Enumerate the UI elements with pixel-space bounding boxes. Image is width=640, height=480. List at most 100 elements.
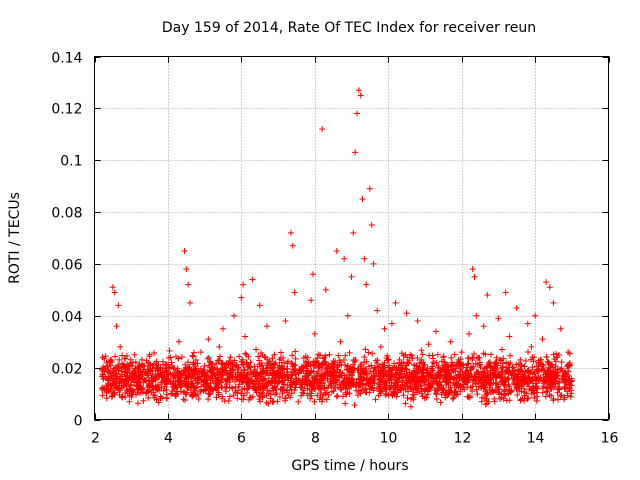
data-point [529,374,536,381]
data-point [554,389,561,396]
data-point [334,381,341,388]
data-point [355,87,362,94]
data-point [416,364,423,371]
data-point [123,376,130,383]
data-point [502,391,509,398]
data-point [318,360,325,367]
data-point [216,353,223,360]
data-point [465,355,472,362]
data-point [342,400,349,407]
data-point [271,361,278,368]
data-point [157,393,164,400]
data-point [352,149,359,156]
y-tick-label: 0.1 [60,154,82,170]
data-point [513,305,520,312]
data-point [308,369,315,376]
data-point [222,388,229,395]
data-point [107,385,114,392]
data-point [245,385,252,392]
data-point [192,356,199,363]
data-point [158,394,165,401]
data-point [464,384,471,391]
data-point [399,378,406,385]
data-point [388,379,395,386]
data-point [140,366,147,373]
data-point [313,378,320,385]
data-point [323,396,330,403]
data-point [558,359,565,366]
data-point [470,364,477,371]
data-point [365,379,372,386]
data-point [219,360,226,367]
data-point [389,371,396,378]
data-point [106,359,113,366]
data-point [161,377,168,384]
data-point [350,361,357,368]
data-point [185,281,192,288]
data-point [265,400,272,407]
data-point [486,359,493,366]
data-point [252,371,259,378]
data-point [190,361,197,368]
data-point [511,367,518,374]
data-point [437,399,444,406]
data-point [546,391,553,398]
data-point [264,323,271,330]
data-point [370,374,377,381]
data-point [425,388,432,395]
data-point [284,382,291,389]
x-tick-label: 4 [164,431,173,447]
data-point [184,365,191,372]
data-point [560,396,567,403]
x-tick-label: 14 [527,431,545,447]
data-point [104,382,111,389]
data-point [183,266,190,273]
data-point [465,330,472,337]
data-point [190,367,197,374]
data-point [143,370,150,377]
data-point [244,389,251,396]
data-point [110,372,117,379]
data-point [226,367,233,374]
data-point [410,369,417,376]
data-point [337,369,344,376]
data-point [255,353,262,360]
data-point [159,358,166,365]
data-point [205,336,212,343]
data-point [568,390,575,397]
plot-frame [94,56,609,420]
data-point [303,367,310,374]
data-point [548,372,555,379]
data-point [553,350,560,357]
data-point [317,352,324,359]
data-point [317,390,324,397]
data-point [449,395,456,402]
data-point [102,353,109,360]
data-point [550,299,557,306]
data-point [263,365,270,372]
data-point [496,356,503,363]
data-point [134,400,141,407]
data-point [135,365,142,372]
data-point [489,369,496,376]
data-point [449,366,456,373]
data-point [113,371,120,378]
data-point [127,382,134,389]
data-point [530,387,537,394]
data-point [564,388,571,395]
data-point [442,368,449,375]
data-point [508,372,515,379]
data-point [464,393,471,400]
data-point [528,343,535,350]
data-point [234,369,241,376]
x-tick-label: 10 [380,431,398,447]
data-point [408,385,415,392]
data-point [377,373,384,380]
data-point [402,400,409,407]
data-point [213,394,220,401]
data-point [352,357,359,364]
data-point [357,369,364,376]
data-point [196,373,203,380]
data-point [341,255,348,262]
data-point [212,375,219,382]
